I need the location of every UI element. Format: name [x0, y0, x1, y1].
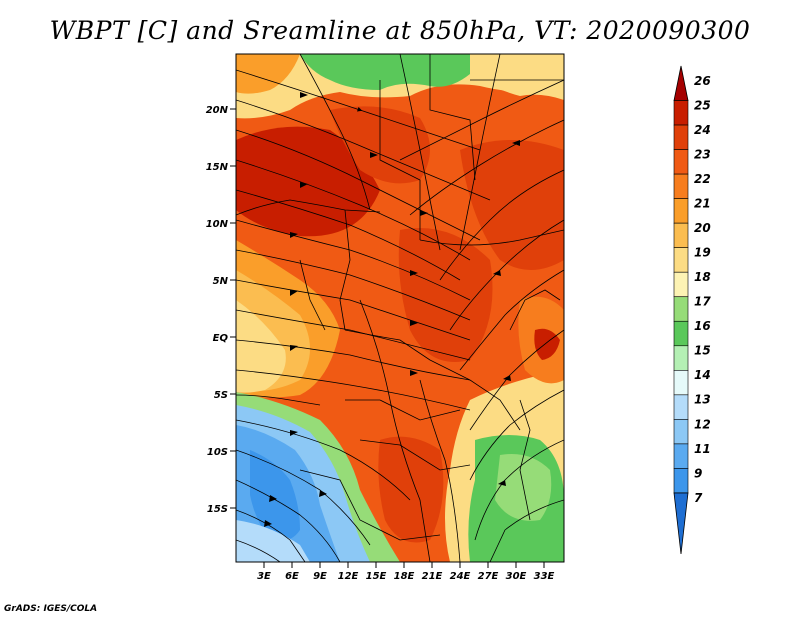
lat-label-15s: 15S [207, 504, 228, 515]
lat-label-20n: 20N [206, 105, 229, 116]
colorbar-swatch [673, 247, 689, 273]
colorbar-label: 19 [694, 246, 711, 260]
colorbar-swatch [673, 149, 689, 175]
streamlines [236, 54, 564, 562]
streamline-arrows [264, 92, 520, 527]
colorbar-label: 15 [694, 344, 711, 358]
colorbar-swatch [673, 419, 689, 445]
colorbar-swatch [673, 100, 689, 126]
lon-label-33e: 33E [534, 571, 555, 582]
grads-credit: GrADS: IGES/COLA [4, 604, 98, 614]
lon-label-15e: 15E [366, 571, 387, 582]
lat-label-5n: 5N [213, 276, 229, 287]
colorbar-label: 25 [694, 98, 711, 112]
colorbar-label: 9 [694, 466, 702, 480]
lat-label-5s: 5S [214, 390, 228, 401]
lat-label-eq: EQ [213, 333, 229, 344]
colorbar-swatch [673, 124, 689, 150]
lat-label-15n: 15N [206, 162, 229, 173]
colorbar-swatch [673, 320, 689, 347]
lat-label-10n: 10N [206, 219, 229, 230]
colorbar-label: 24 [694, 123, 711, 137]
wbpt-shading [236, 54, 564, 562]
colorbar-swatch [673, 345, 689, 371]
colorbar-swatch [673, 370, 689, 396]
colorbar-swatch [673, 468, 689, 494]
colorbar-label: 12 [694, 417, 711, 431]
colorbar-swatch [673, 296, 689, 322]
colorbar-label: 13 [694, 393, 711, 407]
colorbar-swatch [673, 198, 689, 224]
lat-axis [230, 108, 236, 509]
colorbar-label: 7 [694, 491, 703, 505]
colorbar-swatch [673, 443, 689, 469]
colorbar-label: 23 [694, 147, 711, 161]
colorbar-label: 18 [694, 270, 711, 284]
colorbar-label: 22 [694, 172, 711, 186]
colorbar-swatch [673, 271, 689, 298]
lon-label-9e: 9E [313, 571, 327, 582]
colorbar-label: 16 [694, 319, 711, 333]
lon-label-18e: 18E [394, 571, 415, 582]
lat-label-10s: 10S [207, 447, 228, 458]
colorbar-bottom-arrow [673, 492, 689, 555]
colorbar-label: 26 [694, 74, 711, 88]
colorbar-label: 20 [694, 221, 711, 235]
colorbar-swatch [673, 394, 689, 420]
lon-label-27e: 27E [478, 571, 499, 582]
lon-label-6e: 6E [285, 571, 299, 582]
lon-axis [263, 562, 545, 568]
colorbar-label: 11 [694, 442, 711, 456]
colorbar-top-arrow [673, 65, 689, 101]
map-frame [235, 53, 565, 563]
lon-label-24e: 24E [450, 571, 471, 582]
lon-label-30e: 30E [506, 571, 527, 582]
lon-label-21e: 21E [422, 571, 443, 582]
colorbar-label: 21 [694, 197, 711, 211]
chart-title: WBPT [C] and Sreamline at 850hPa, VT: 20… [49, 16, 751, 45]
colorbar-label: 14 [694, 368, 711, 382]
colorbar-swatch [673, 173, 689, 199]
lon-label-12e: 12E [338, 571, 359, 582]
colorbar-label: 17 [694, 295, 711, 309]
lon-label-3e: 3E [257, 571, 271, 582]
colorbar-swatch [673, 222, 689, 248]
colorbar: 26 25 24 23 22 21 20 19 18 17 16 15 14 13 12 11 9 7 [673, 65, 711, 555]
country-borders [236, 54, 564, 541]
